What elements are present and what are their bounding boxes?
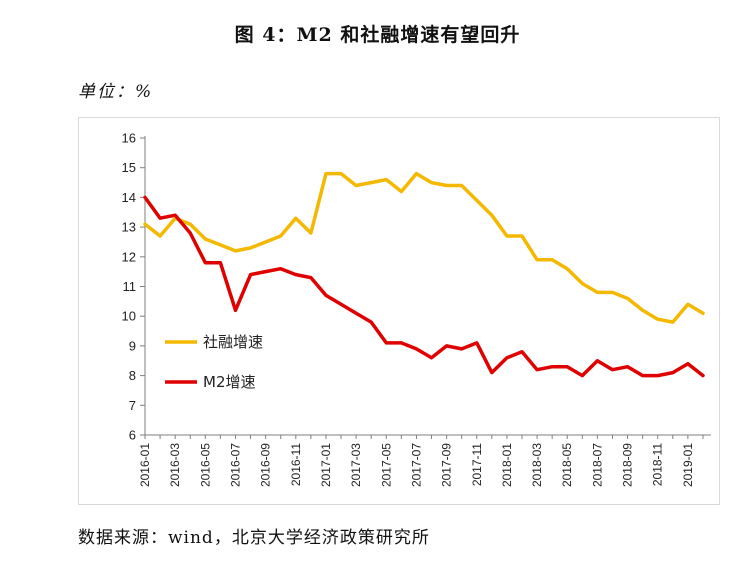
x-tick-label: 2018-03 <box>530 443 544 487</box>
x-tick-label: 2018-01 <box>500 443 514 487</box>
series-line-shrong <box>143 171 705 324</box>
legend-label: 社融增速 <box>203 333 263 351</box>
y-tick-label: 12 <box>122 249 136 264</box>
data-source: 数据来源：wind，北京大学经济政策研究所 <box>78 528 430 548</box>
legend-label: M2增速 <box>203 373 256 391</box>
y-tick-label: 10 <box>122 309 136 324</box>
chart-title: 图 4：M2 和社融增速有望回升 <box>234 24 521 46</box>
x-tick-label: 2018-11 <box>651 443 665 486</box>
x-tick-label: 2018-05 <box>560 443 574 487</box>
y-tick-label: 16 <box>122 131 136 146</box>
x-tick-label: 2018-09 <box>621 443 635 487</box>
x-tick-label: 2017-03 <box>349 443 363 487</box>
x-tick-label: 2019-01 <box>681 443 695 487</box>
x-tick-label: 2017-09 <box>440 443 454 487</box>
x-tick-label: 2016-07 <box>228 443 242 487</box>
x-tick-label: 2018-07 <box>590 443 604 487</box>
y-tick-label: 9 <box>129 338 136 353</box>
y-tick-label: 13 <box>122 220 136 235</box>
series-line-m2 <box>143 195 705 378</box>
x-tick-label: 2016-01 <box>138 443 152 487</box>
x-tick-label: 2016-05 <box>198 443 212 487</box>
x-tick-label: 2017-05 <box>379 443 393 487</box>
x-tick-label: 2017-11 <box>470 443 484 486</box>
y-tick-label: 7 <box>129 398 136 413</box>
y-tick-label: 14 <box>122 190 136 205</box>
y-tick-label: 6 <box>129 428 136 443</box>
x-tick-label: 2016-03 <box>168 443 182 487</box>
chart-frame <box>78 117 720 505</box>
y-tick-label: 8 <box>129 368 136 383</box>
x-tick-label: 2017-01 <box>319 443 333 487</box>
x-tick-label: 2016-11 <box>289 443 303 486</box>
unit-label: 单位：% <box>78 82 154 102</box>
y-tick-label: 11 <box>123 279 137 294</box>
x-tick-label: 2017-07 <box>409 443 423 487</box>
x-tick-label: 2016-09 <box>259 443 273 487</box>
y-tick-label: 15 <box>122 160 136 175</box>
